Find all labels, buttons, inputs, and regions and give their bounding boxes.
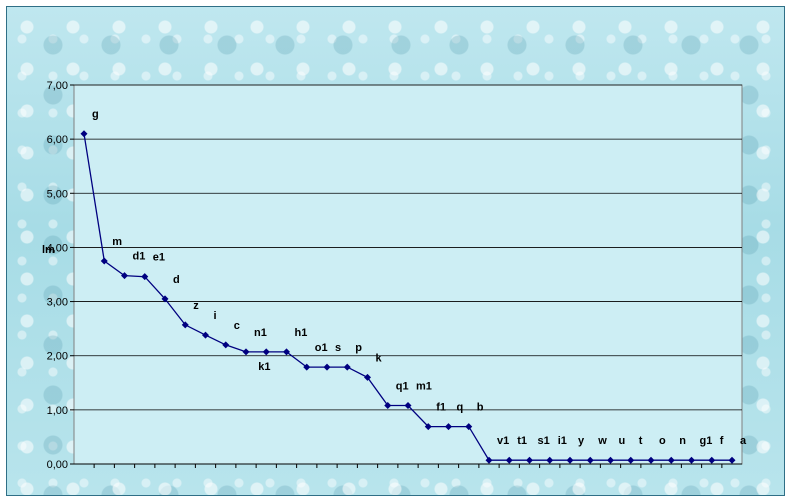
data-point bbox=[202, 331, 209, 339]
y-tick-label: 7,00 bbox=[47, 80, 68, 92]
data-label: t1 bbox=[517, 435, 527, 447]
data-label: n bbox=[679, 435, 686, 447]
data-label: o bbox=[659, 435, 666, 447]
data-point bbox=[647, 456, 655, 464]
data-point bbox=[546, 456, 554, 464]
data-label: m1 bbox=[416, 381, 432, 393]
data-label: q bbox=[457, 402, 464, 414]
data-label: s bbox=[335, 342, 341, 354]
data-label: v1 bbox=[497, 435, 509, 447]
data-point bbox=[445, 423, 452, 431]
data-point bbox=[181, 321, 189, 329]
data-point bbox=[566, 456, 574, 464]
y-tick-label: 0,00 bbox=[47, 459, 68, 471]
data-label: s1 bbox=[538, 435, 550, 447]
data-label: f1 bbox=[436, 402, 446, 414]
series-name-label: lm bbox=[42, 244, 55, 256]
y-tick-label: 6,00 bbox=[47, 134, 68, 146]
data-label: m bbox=[112, 236, 122, 248]
data-label: z bbox=[193, 300, 199, 312]
series-markers bbox=[80, 130, 736, 464]
data-point bbox=[424, 423, 432, 431]
data-point bbox=[667, 456, 675, 464]
data-point bbox=[384, 402, 392, 410]
data-point bbox=[141, 273, 149, 281]
data-label: g bbox=[92, 109, 99, 121]
data-point bbox=[607, 456, 614, 464]
data-label: i1 bbox=[558, 435, 567, 447]
data-point bbox=[364, 373, 371, 381]
data-label: o1 bbox=[315, 342, 328, 354]
data-point bbox=[323, 363, 331, 371]
data-label: k1 bbox=[258, 361, 270, 373]
data-point bbox=[465, 423, 473, 431]
data-point bbox=[586, 456, 594, 464]
data-point bbox=[688, 456, 695, 464]
data-point bbox=[303, 363, 311, 371]
data-point bbox=[262, 348, 270, 356]
gridlines bbox=[74, 84, 742, 411]
data-label: i bbox=[214, 310, 217, 322]
y-axis: 0,00 1,00 2,00 3,00 4,00 5,00 6,00 7,00 bbox=[47, 80, 74, 471]
data-point bbox=[100, 257, 108, 265]
y-tick-label: 3,00 bbox=[47, 297, 68, 309]
plot-area bbox=[73, 84, 743, 465]
data-point bbox=[222, 341, 230, 349]
data-point bbox=[242, 348, 250, 356]
data-label: c bbox=[234, 320, 240, 332]
point-labels: g m d1 e1 d z i c n1 k1 h1 o1 s p k q1 m1 f1 q b v1 t1 s1 i1 y w u… bbox=[92, 109, 747, 447]
data-label: q1 bbox=[396, 381, 409, 393]
data-point bbox=[404, 402, 412, 410]
data-label: h1 bbox=[295, 327, 308, 339]
data-label: w bbox=[597, 435, 607, 447]
data-point bbox=[505, 456, 513, 464]
y-tick-label: 4,00 bbox=[47, 242, 68, 254]
data-point bbox=[485, 456, 493, 464]
y-tick-label: 1,00 bbox=[47, 405, 68, 417]
data-point bbox=[728, 456, 736, 464]
data-label: e1 bbox=[153, 252, 165, 264]
data-point bbox=[627, 456, 635, 464]
y-tick-label: 2,00 bbox=[47, 351, 68, 363]
x-axis-ticks bbox=[93, 464, 723, 468]
data-label: p bbox=[355, 342, 362, 354]
data-point bbox=[526, 456, 533, 464]
data-point bbox=[343, 363, 351, 371]
data-label: a bbox=[740, 435, 747, 447]
data-label: n1 bbox=[254, 327, 267, 339]
data-label: y bbox=[578, 435, 585, 447]
y-tick-label: 5,00 bbox=[47, 188, 68, 200]
data-label: t bbox=[639, 435, 643, 447]
data-label: g1 bbox=[700, 435, 713, 447]
data-label: d bbox=[173, 274, 180, 286]
data-point bbox=[283, 348, 290, 356]
data-point bbox=[80, 130, 88, 138]
data-point bbox=[708, 456, 716, 464]
data-label: u bbox=[619, 435, 626, 447]
data-label: k bbox=[376, 352, 383, 364]
data-label: d1 bbox=[133, 251, 146, 263]
data-label: b bbox=[477, 402, 484, 414]
data-point bbox=[121, 272, 128, 280]
data-point bbox=[161, 295, 169, 303]
data-label: f bbox=[720, 435, 724, 447]
